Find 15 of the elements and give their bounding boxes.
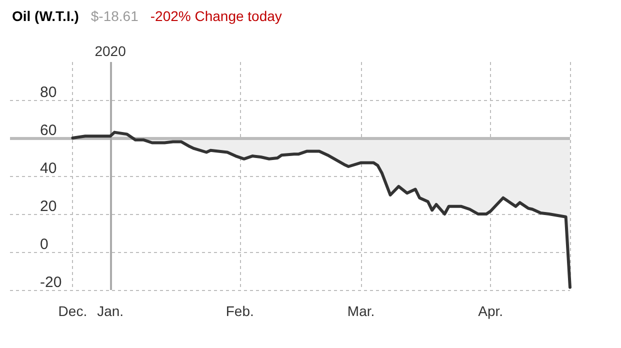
x-tick-label: Jan. [97, 303, 124, 319]
y-tick-label: -20 [40, 274, 62, 291]
y-tick-label: 40 [40, 160, 57, 177]
x-tick-label: Dec. [58, 303, 88, 319]
chart-subtitle: $-18.61 [90, 8, 138, 24]
y-tick-label: 60 [40, 122, 57, 139]
x-tick-label: Mar. [347, 303, 375, 319]
x-tick-label: Feb. [226, 303, 254, 319]
y-tick-label: 0 [40, 236, 48, 253]
ref-line-label: 2020 [94, 43, 126, 59]
chart-title: Oil (W.T.I.) [12, 8, 79, 24]
text: -202% Change today [150, 8, 282, 24]
y-tick-label: 80 [40, 84, 57, 101]
x-tick-label: Apr. [478, 303, 504, 319]
y-tick-label: 20 [40, 198, 57, 215]
